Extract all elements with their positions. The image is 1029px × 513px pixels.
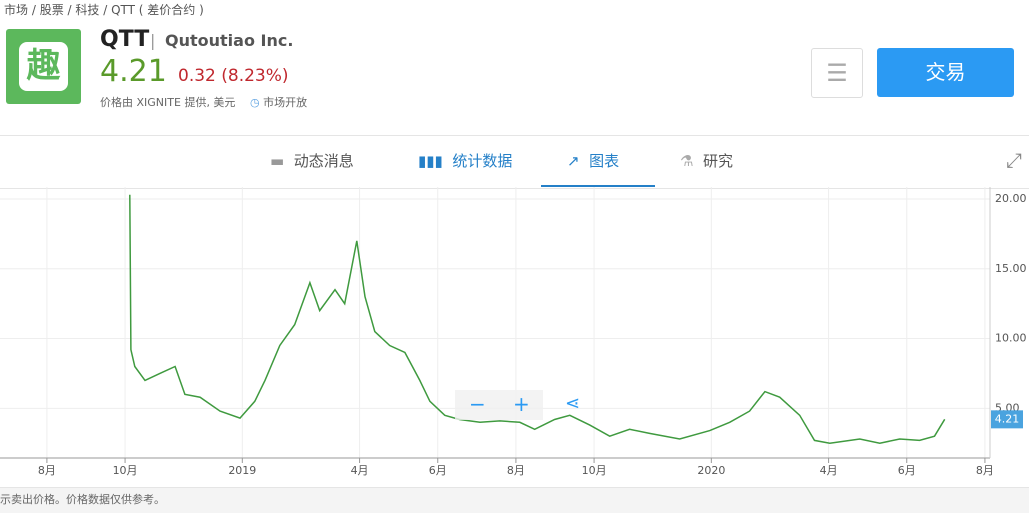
x-tick-label: 8月 <box>38 464 56 477</box>
x-tick-label: 8月 <box>976 464 994 477</box>
status-text: 市场开放 <box>263 96 308 109</box>
footer: 示卖出价格。价格数据仅供参考。 <box>0 487 1029 513</box>
x-tick-label: 4月 <box>351 464 369 477</box>
crumb[interactable]: 股票 <box>39 3 64 17</box>
footer-text: 示卖出价格。价格数据仅供参考。 <box>0 493 165 506</box>
watchlist-button[interactable]: ☰ <box>811 48 863 98</box>
logo-text: 趣 <box>19 42 68 91</box>
crumb[interactable]: 市场 <box>4 3 29 17</box>
x-tick-label: 6月 <box>429 464 447 477</box>
tab-bar <box>0 135 1029 189</box>
tab-label[interactable]: 研究 <box>703 152 734 170</box>
tab-active[interactable]: ↗ 图表 <box>541 135 655 187</box>
company: Qutoutiao Inc. <box>165 31 294 50</box>
y-tick-label: 20.00 <box>995 192 1027 205</box>
change: 0.32 (8.23%) <box>178 66 289 86</box>
tab[interactable]: ▬ 动态消息 <box>270 152 354 170</box>
price-line <box>129 194 946 444</box>
tab-label[interactable]: 动态消息 <box>293 152 354 170</box>
separator: | <box>150 31 156 50</box>
tab[interactable]: ▮▮▮ 统计数据 <box>418 152 513 170</box>
crumb: ( 差价合约 ) <box>138 3 204 17</box>
y-tick-label: 10.00 <box>995 332 1027 345</box>
tab-label[interactable]: 统计数据 <box>452 152 513 170</box>
crumb[interactable]: 科技 <box>75 3 100 17</box>
trade-button[interactable]: 交易 <box>877 48 1014 97</box>
price: 4.21 <box>100 54 167 89</box>
market-status: ◷ 市场开放 <box>250 96 308 109</box>
breadcrumb: 市场 / 股票 / 科技 / QTT ( 差价合约 ) <box>4 3 204 17</box>
x-tick-label: 8月 <box>507 464 525 477</box>
share[interactable]: ⋖ <box>565 393 581 414</box>
fullscreen[interactable]: ⤢ <box>1006 148 1022 172</box>
source: 价格由 XIGNITE 提供, 美元 <box>100 96 236 109</box>
zoom-controls[interactable]: − + <box>455 390 543 420</box>
x-tick-label: 10月 <box>113 464 138 477</box>
tab-label[interactable]: 图表 <box>589 152 620 170</box>
x-tick-label: 2019 <box>228 464 256 477</box>
crumb[interactable]: QTT <box>111 3 135 17</box>
x-tick-label: 2020 <box>697 464 725 477</box>
logo: 趣 <box>6 29 81 104</box>
last-price-label: 4.21 <box>995 412 1020 425</box>
y-tick-label: 15.00 <box>995 262 1027 275</box>
x-tick-label: 4月 <box>820 464 838 477</box>
x-tick-label: 10月 <box>582 464 607 477</box>
symbol: QTT <box>100 27 150 52</box>
tab[interactable]: ⚗ 研究 <box>680 152 734 170</box>
last-price-badge <box>991 410 1023 429</box>
x-tick-label: 6月 <box>898 464 916 477</box>
